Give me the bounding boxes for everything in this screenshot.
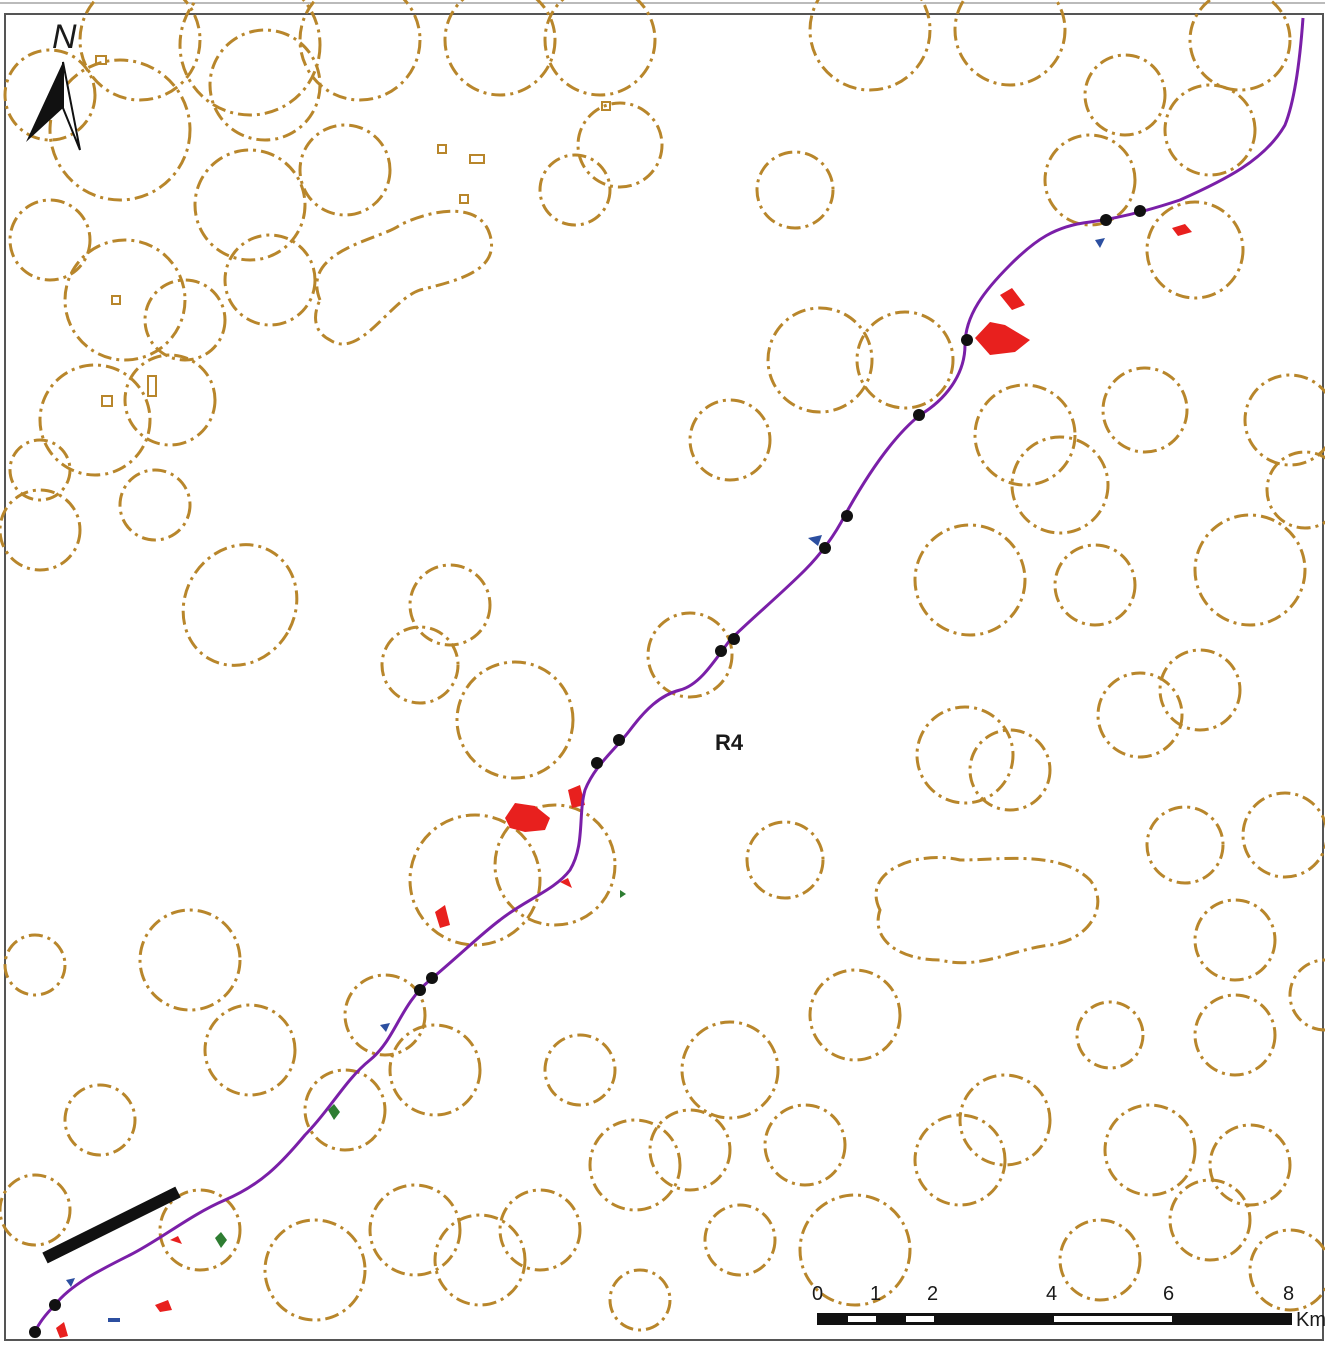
settlement-layer — [56, 224, 1192, 1338]
scale-tick-6: 6 — [1163, 1283, 1174, 1305]
scale-tick-0: 0 — [812, 1283, 823, 1305]
scale-tick-8: 8 — [1283, 1283, 1294, 1305]
scale-tick-1: 1 — [870, 1283, 881, 1305]
north-label: N — [52, 18, 77, 56]
green-marker-layer — [215, 890, 626, 1248]
blue-marker-layer — [66, 238, 1105, 1322]
stop-layer — [29, 205, 1146, 1338]
road-segment — [42, 1186, 181, 1264]
route-label: R4 — [715, 730, 744, 755]
scale-tick-4: 4 — [1046, 1283, 1057, 1305]
structure-layer — [95, 55, 611, 407]
scale-bar-icon: 0 1 2 4 6 8 Km — [812, 1283, 1325, 1331]
north-arrow-icon: N — [26, 18, 81, 151]
map-border — [4, 13, 1324, 1341]
scale-tick-2: 2 — [927, 1283, 938, 1305]
route-line[interactable] — [33, 17, 1305, 1333]
scale-unit: Km — [1296, 1309, 1325, 1331]
